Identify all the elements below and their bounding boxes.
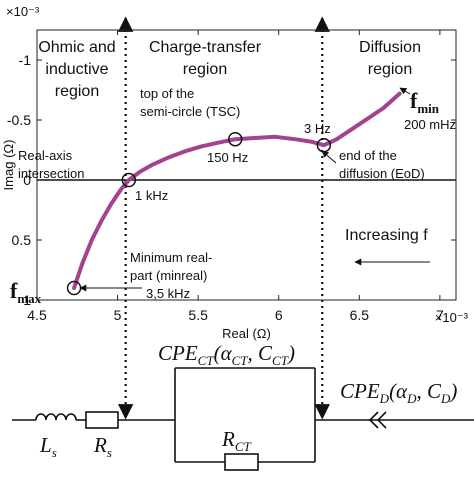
label-part: f	[410, 88, 418, 113]
arrow	[399, 87, 411, 95]
circuit-label: CPED(αD, CD)	[340, 379, 457, 406]
label-part: f	[10, 278, 18, 303]
point-marker	[227, 131, 243, 147]
label-part: CPE	[340, 379, 380, 403]
annotation: Increasing f	[345, 227, 428, 244]
data-line	[72, 91, 402, 290]
annotation: Ohmic and	[38, 39, 115, 56]
annotation: 200 mHz	[404, 117, 456, 132]
circuit-label: Ls	[39, 433, 57, 460]
annotation: region	[368, 61, 412, 78]
label-part: L	[39, 433, 52, 457]
annotation: Charge-transfer	[149, 39, 262, 56]
label-part: CT	[235, 439, 252, 454]
annotation: fmax	[10, 278, 42, 306]
label-part: D	[406, 391, 417, 406]
plot-frame	[36, 29, 457, 301]
arrow	[321, 150, 337, 164]
y-axis-label: Imag (Ω)	[1, 140, 16, 191]
annotation: part (minreal)	[130, 268, 207, 283]
label-part: R	[221, 427, 235, 451]
annotation: inductive	[45, 61, 108, 78]
annotation: Minimum real-	[130, 250, 212, 265]
x-tick-label: 6	[275, 307, 283, 323]
y-tick-label: -0.5	[7, 112, 31, 128]
annotation: 3,5 kHz	[146, 286, 190, 301]
label-part: CT	[272, 353, 289, 368]
y-tick-label: -1	[19, 52, 32, 68]
x-tick-label: 4.5	[27, 307, 47, 323]
y-tick-label: 0.5	[12, 232, 32, 248]
label-part: (α	[214, 341, 233, 365]
point-marker	[66, 280, 82, 296]
label-part: max	[17, 291, 41, 306]
point-marker	[316, 137, 332, 153]
annotation: end of the	[339, 148, 397, 163]
x-exponent: ×10⁻³	[435, 310, 469, 325]
x-tick-label: 7	[436, 307, 444, 323]
x-tick-label: 6.5	[350, 307, 370, 323]
label-part: , C	[248, 341, 274, 365]
x-tick-label: 5	[114, 307, 122, 323]
label-part: CT	[198, 353, 215, 368]
y-exponent: ×10⁻³	[6, 4, 40, 19]
circuit-label: Rs	[93, 433, 112, 460]
point-marker	[121, 172, 137, 188]
label-part: CT	[232, 353, 249, 368]
label-part: R	[93, 433, 107, 457]
x-axis-label: Real (Ω)	[222, 326, 271, 341]
annotation: region	[183, 61, 227, 78]
annotation: Real-axis	[18, 148, 73, 163]
label-part: s	[107, 445, 112, 460]
label-part: (α	[389, 379, 408, 403]
annotation: region	[55, 83, 99, 100]
annotation: diffusion (EoD)	[339, 166, 425, 181]
circuit-label: CPECT(αCT, CCT)	[158, 341, 295, 368]
label-part: D	[379, 391, 390, 406]
label-part: D	[440, 391, 451, 406]
annotation: intersection	[18, 166, 84, 181]
annotation: Diffusion	[359, 39, 421, 56]
label-part: )	[287, 341, 295, 365]
annotation: 1 kHz	[135, 188, 168, 203]
annotation: fmin	[410, 88, 440, 116]
y-tick-label: 1	[23, 292, 31, 308]
label-part: s	[52, 445, 57, 460]
label-part: , C	[416, 379, 442, 403]
circuit-label: RCT	[221, 427, 251, 454]
y-tick-label: 0	[23, 172, 31, 188]
label-part: CPE	[158, 341, 198, 365]
x-tick-label: 5.5	[188, 307, 208, 323]
label-part: min	[417, 101, 439, 116]
label-part: )	[449, 379, 457, 403]
annotation: 3 Hz	[304, 121, 331, 136]
annotation: top of the	[140, 86, 194, 101]
annotation: 150 Hz	[207, 150, 248, 165]
annotation: semi-circle (TSC)	[140, 104, 240, 119]
